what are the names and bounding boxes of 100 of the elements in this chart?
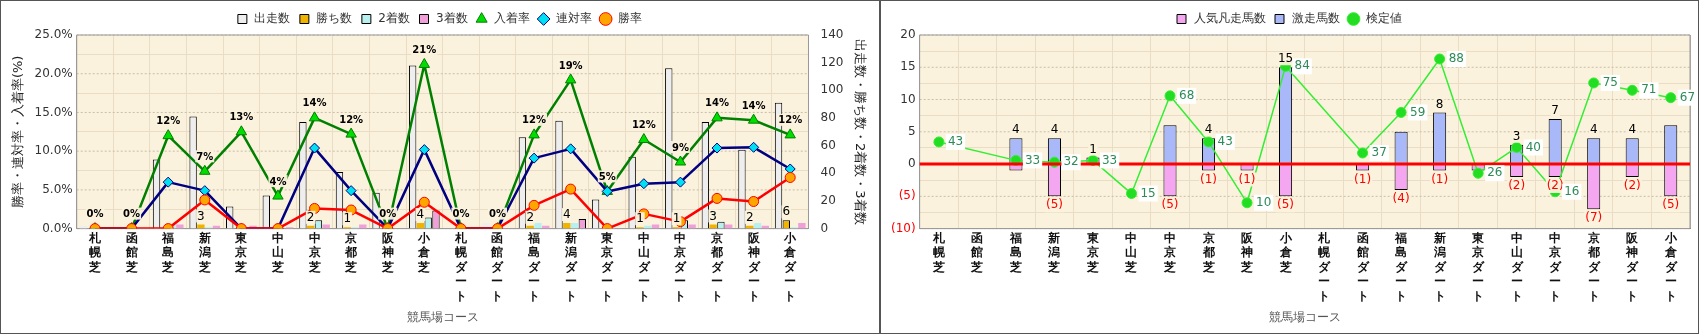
data-label: 2 xyxy=(526,209,535,224)
data-label: 7 xyxy=(1551,103,1560,118)
y-tick-label: (10) xyxy=(890,220,916,235)
data-label: 14% xyxy=(705,97,729,109)
x-tick-label: 新潟芝 xyxy=(197,230,211,274)
y-tick-label: 5.0% xyxy=(42,182,73,197)
x-tick-label: 札幌ダート xyxy=(1317,230,1332,303)
data-label: 0% xyxy=(452,208,470,220)
data-label: 43 xyxy=(1217,134,1233,149)
data-label: 1 xyxy=(1089,141,1097,156)
data-label: (5) xyxy=(1662,197,1680,212)
x-tick-label: 札幌芝 xyxy=(931,230,946,274)
legend-label: 出走数 xyxy=(254,11,291,26)
y-tick-label: 10.0% xyxy=(34,143,73,158)
y-tick-label: 10 xyxy=(900,91,916,106)
y-tick-label: (5) xyxy=(898,188,916,203)
data-label: 43 xyxy=(947,134,964,149)
data-label: (1) xyxy=(1238,171,1256,186)
data-label: (5) xyxy=(1045,197,1063,212)
data-label: 1 xyxy=(343,211,352,226)
x-tick-label: 中山芝 xyxy=(1124,230,1138,274)
legend-label: 2着数 xyxy=(378,11,411,26)
x-tick-label: 小倉ダート xyxy=(783,230,798,303)
x-tick-label: 中山ダート xyxy=(637,230,651,303)
data-label: (7) xyxy=(1585,210,1603,225)
data-label: 5% xyxy=(598,171,616,183)
legend-label: 連対率 xyxy=(555,11,592,26)
x-tick-label: 中京芝 xyxy=(1163,230,1176,274)
data-label: (5) xyxy=(1277,197,1295,212)
y-tick-label: 20 xyxy=(900,27,916,42)
data-label: (1) xyxy=(1431,171,1449,186)
data-label: (5) xyxy=(1161,197,1179,212)
data-label: 1 xyxy=(636,211,644,226)
legend-label: 勝率 xyxy=(617,11,642,26)
data-label: 32 xyxy=(1063,154,1079,169)
x-tick-label: 阪神ダート xyxy=(1625,230,1640,303)
x-tick-label: 函館芝 xyxy=(970,230,984,274)
x-axis-title: 競馬場コース xyxy=(1268,309,1341,324)
legend-label: 人気凡走馬数 xyxy=(1193,11,1266,26)
data-label: 0% xyxy=(379,208,397,220)
data-label: 4 xyxy=(1204,122,1213,137)
data-label: 4 xyxy=(562,207,571,222)
x-tick-label: 東京ダート xyxy=(600,230,615,303)
data-label: (2) xyxy=(1508,178,1526,193)
y2-tick-label: 60 xyxy=(820,137,836,152)
x-tick-label: 札幌芝 xyxy=(88,230,103,274)
y-tick-label: 0.0% xyxy=(42,220,73,235)
y2-axis-title: 出走数・勝ち数・2着数・3着数 xyxy=(852,39,868,225)
data-label: 67 xyxy=(1679,89,1696,104)
x-axis-title: 競馬場コース xyxy=(406,309,479,324)
y-tick-label: 15 xyxy=(900,59,916,74)
y2-tick-label: 40 xyxy=(820,165,836,180)
data-label: 4 xyxy=(1050,122,1059,137)
data-label: (1) xyxy=(1200,171,1218,186)
x-tick-label: 中京ダート xyxy=(673,230,688,303)
data-label: 9% xyxy=(671,141,689,153)
x-tick-label: 京都ダート xyxy=(710,230,725,303)
data-label: 0% xyxy=(123,208,141,220)
data-label: 15 xyxy=(1277,51,1294,66)
x-tick-label: 中山ダート xyxy=(1510,230,1524,303)
y-tick-label: 20.0% xyxy=(34,65,73,80)
y-tick-label: 25.0% xyxy=(34,27,73,42)
data-label: 21% xyxy=(412,44,437,56)
y-tick-label: 15.0% xyxy=(34,104,73,119)
data-label: (2) xyxy=(1623,178,1641,193)
data-label: 0% xyxy=(489,208,506,220)
data-label: 88 xyxy=(1448,51,1464,66)
data-label: (4) xyxy=(1392,191,1410,206)
x-tick-label: 阪神芝 xyxy=(1240,230,1255,274)
data-label: 14% xyxy=(741,99,766,111)
x-tick-label: 小倉芝 xyxy=(417,230,432,274)
y2-tick-label: 100 xyxy=(820,82,844,97)
data-label: 6 xyxy=(782,204,791,219)
data-label: 12% xyxy=(522,114,547,126)
data-label: 2 xyxy=(306,209,315,224)
x-tick-label: 小倉芝 xyxy=(1278,230,1293,274)
data-label: 16 xyxy=(1564,183,1580,198)
x-tick-label: 中京芝 xyxy=(307,230,321,274)
data-label: 3 xyxy=(709,208,717,223)
data-label: (1) xyxy=(1354,171,1372,186)
x-tick-label: 新潟芝 xyxy=(1047,230,1061,274)
data-label: 26 xyxy=(1487,165,1503,180)
data-label: (2) xyxy=(1546,178,1564,193)
x-tick-label: 阪神芝 xyxy=(380,230,395,274)
data-label: 4 xyxy=(1628,122,1637,137)
x-tick-label: 新潟ダート xyxy=(563,230,578,303)
x-tick-label: 福島芝 xyxy=(161,230,175,274)
data-label: 4 xyxy=(1012,122,1020,137)
data-label: 4 xyxy=(1589,122,1598,137)
data-label: 59 xyxy=(1410,104,1426,119)
data-label: 12% xyxy=(631,119,656,131)
y2-tick-label: 120 xyxy=(820,54,844,69)
x-tick-label: 京都芝 xyxy=(344,230,358,274)
data-label: 68 xyxy=(1179,87,1195,102)
y-axis-title: 勝率・連対率・入着率(%) xyxy=(10,55,26,209)
data-label: 71 xyxy=(1641,82,1657,97)
x-tick-label: 函館芝 xyxy=(124,230,138,274)
data-label: 40 xyxy=(1525,139,1541,154)
x-tick-label: 福島ダート xyxy=(527,230,542,303)
legend-label: 検定値 xyxy=(1365,11,1402,26)
